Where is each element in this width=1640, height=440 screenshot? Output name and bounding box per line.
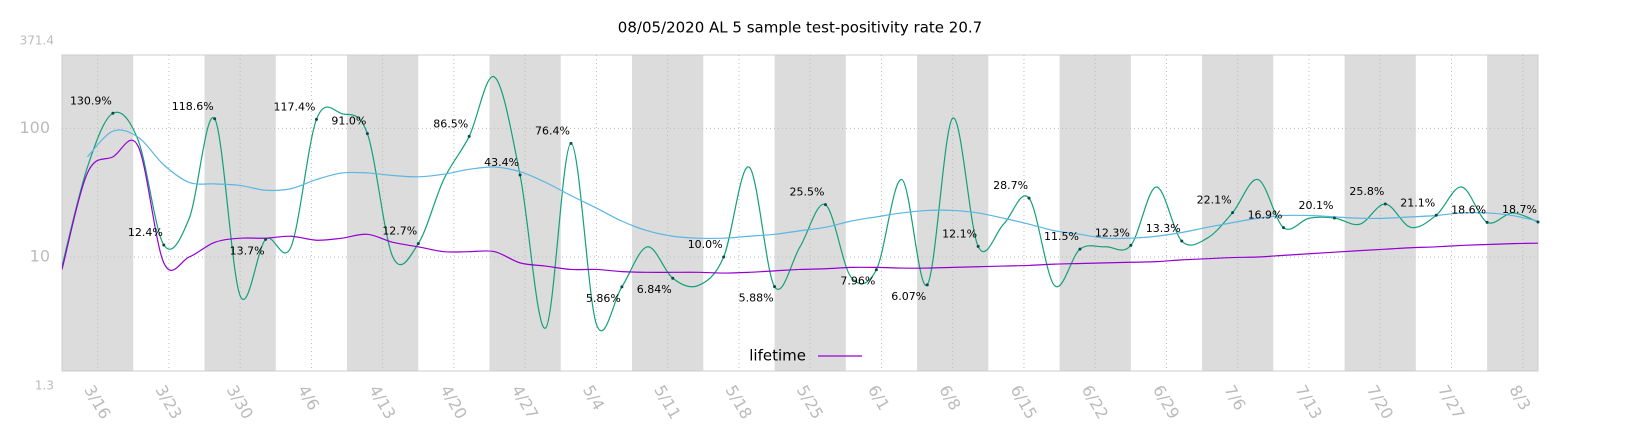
data-point bbox=[569, 141, 573, 145]
data-label: 86.5% bbox=[433, 117, 468, 130]
y-tick-label: 1.3 bbox=[35, 379, 54, 393]
x-tick-label: 6/8 bbox=[935, 382, 964, 414]
data-point bbox=[671, 276, 675, 280]
data-label: 12.4% bbox=[128, 226, 163, 239]
data-point bbox=[162, 243, 166, 247]
x-tick-label: 4/20 bbox=[437, 382, 471, 423]
data-label: 7.96% bbox=[840, 275, 875, 288]
x-tick-label: 6/29 bbox=[1149, 382, 1183, 423]
x-tick-label: 4/13 bbox=[365, 382, 399, 423]
data-point bbox=[518, 173, 522, 177]
data-point bbox=[1129, 243, 1133, 247]
data-point bbox=[1383, 202, 1387, 206]
data-point bbox=[264, 237, 268, 241]
data-point bbox=[773, 285, 777, 289]
data-label: 16.9% bbox=[1248, 209, 1283, 222]
y-tick-label: 10 bbox=[30, 246, 50, 265]
x-tick-label: 3/30 bbox=[223, 382, 257, 423]
data-label: 13.3% bbox=[1146, 222, 1181, 235]
data-label: 18.6% bbox=[1451, 203, 1486, 216]
series-line bbox=[62, 76, 1538, 332]
x-tick-label: 5/11 bbox=[650, 382, 684, 423]
data-point bbox=[1078, 247, 1082, 251]
data-point bbox=[467, 134, 471, 138]
data-label: 25.8% bbox=[1349, 185, 1384, 198]
data-label: 117.4% bbox=[274, 100, 316, 113]
data-point bbox=[620, 285, 624, 289]
x-tick-label: 7/27 bbox=[1434, 382, 1468, 423]
data-point bbox=[1536, 220, 1540, 224]
data-point bbox=[1180, 239, 1184, 243]
series-line bbox=[87, 129, 1538, 240]
data-label: 5.86% bbox=[586, 292, 621, 305]
x-tick-label: 8/3 bbox=[1505, 382, 1534, 414]
data-point bbox=[1231, 211, 1235, 215]
x-tick-label: 5/18 bbox=[722, 382, 756, 423]
x-tick-label: 5/4 bbox=[579, 382, 608, 414]
data-point bbox=[1434, 213, 1438, 217]
x-tick-label: 6/22 bbox=[1078, 382, 1112, 423]
legend-label: lifetime bbox=[749, 347, 806, 365]
data-label: 91.0% bbox=[331, 115, 366, 128]
x-tick-label: 7/20 bbox=[1363, 382, 1397, 423]
data-point bbox=[1027, 196, 1031, 200]
data-label: 11.5% bbox=[1044, 230, 1079, 243]
x-tick-label: 3/16 bbox=[80, 382, 114, 423]
data-point bbox=[314, 117, 318, 121]
data-label: 20.1% bbox=[1298, 199, 1333, 212]
data-point bbox=[1332, 216, 1336, 220]
x-tick-label: 6/15 bbox=[1007, 382, 1041, 423]
data-label: 12.7% bbox=[382, 225, 417, 238]
plot-area bbox=[62, 76, 1538, 332]
data-label: 21.1% bbox=[1400, 196, 1435, 209]
data-point bbox=[925, 283, 929, 287]
plot-frame bbox=[61, 54, 1539, 372]
x-tick-label: 3/23 bbox=[152, 382, 186, 423]
data-point bbox=[365, 132, 369, 136]
x-tick-label: 6/1 bbox=[864, 382, 893, 414]
x-tick-label: 4/27 bbox=[508, 382, 542, 423]
data-label: 25.5% bbox=[789, 186, 824, 199]
x-tick-label: 7/13 bbox=[1292, 382, 1326, 423]
data-label: 6.07% bbox=[891, 290, 926, 303]
data-point bbox=[1282, 226, 1286, 230]
data-label: 76.4% bbox=[535, 124, 570, 137]
data-point bbox=[416, 242, 420, 246]
data-label: 5.88% bbox=[739, 292, 774, 305]
data-point bbox=[111, 111, 115, 115]
chart-title: 08/05/2020 AL 5 sample test-positivity r… bbox=[618, 19, 982, 37]
data-label: 12.1% bbox=[942, 227, 977, 240]
y-tick-label: 371.4 bbox=[20, 34, 54, 48]
data-label: 10.0% bbox=[688, 238, 723, 251]
data-label: 6.84% bbox=[637, 283, 672, 296]
data-point bbox=[823, 203, 827, 207]
data-point bbox=[213, 117, 217, 121]
data-label: 13.7% bbox=[230, 244, 265, 257]
data-label: 18.7% bbox=[1502, 203, 1537, 216]
data-label: 118.6% bbox=[172, 100, 214, 113]
series-line bbox=[62, 139, 1538, 274]
x-tick-label: 5/25 bbox=[793, 382, 827, 423]
data-point bbox=[1485, 220, 1489, 224]
data-point bbox=[874, 268, 878, 272]
data-point bbox=[722, 255, 726, 259]
x-tick-label: 4/6 bbox=[294, 382, 323, 414]
data-label: 12.3% bbox=[1095, 226, 1130, 239]
data-label: 130.9% bbox=[70, 94, 112, 107]
x-tick-label: 7/6 bbox=[1220, 382, 1249, 414]
data-label: 22.1% bbox=[1197, 194, 1232, 207]
data-point bbox=[976, 244, 980, 248]
data-label: 43.4% bbox=[484, 156, 519, 169]
data-label: 28.7% bbox=[993, 179, 1028, 192]
y-tick-label: 100 bbox=[19, 118, 50, 137]
